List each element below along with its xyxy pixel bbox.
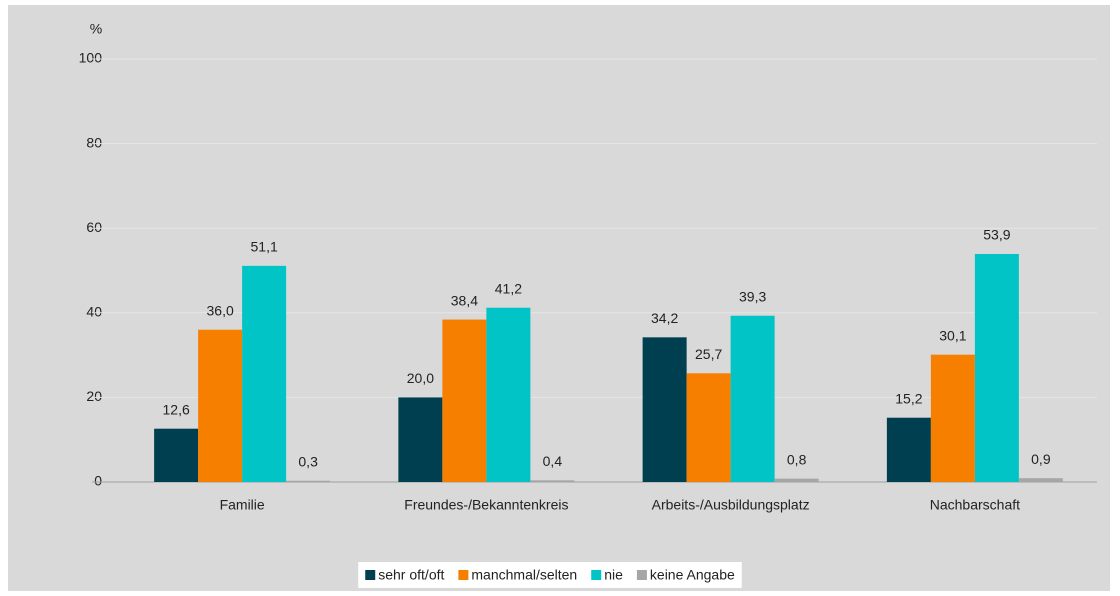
value-label: 0,9 [1031, 451, 1051, 467]
bar [974, 254, 1019, 482]
y-tick-label: 100 [79, 50, 103, 66]
bar [686, 373, 731, 482]
value-label: 25,7 [695, 346, 722, 362]
y-tick-label: 80 [86, 134, 102, 150]
legend-label: nie [604, 567, 623, 583]
bar [774, 478, 819, 482]
bar [486, 307, 531, 482]
value-label: 51,1 [251, 239, 278, 255]
x-tick-label: Nachbarschaft [930, 497, 1020, 513]
legend-label: manchmal/selten [471, 567, 577, 583]
value-label: 0,8 [787, 451, 807, 467]
value-label: 0,4 [543, 453, 563, 469]
bar [886, 417, 931, 482]
x-tick-label: Familie [220, 497, 265, 513]
bar [1018, 478, 1063, 482]
bar [730, 315, 775, 482]
bar [198, 329, 243, 482]
value-label: 39,3 [739, 288, 766, 304]
bar [154, 428, 199, 482]
value-label: 34,2 [651, 310, 678, 326]
legend-swatch [591, 570, 602, 580]
bar [642, 337, 687, 482]
legend-swatch [636, 570, 647, 580]
value-label: 0,3 [298, 453, 318, 469]
bar [530, 480, 575, 482]
y-axis-label: % [90, 21, 102, 37]
value-label: 20,0 [407, 370, 434, 386]
y-tick-label: 0 [94, 473, 102, 489]
legend-swatch [458, 570, 469, 580]
bar [930, 354, 975, 482]
legend: sehr oft/oft manchmal/selten nie keine Anga… [358, 562, 742, 588]
legend-label: keine Angabe [650, 567, 735, 583]
legend-label: sehr oft/oft [378, 567, 444, 583]
bar [242, 265, 287, 482]
value-label: 53,9 [983, 227, 1010, 243]
legend-box [358, 562, 742, 588]
value-label: 38,4 [451, 292, 478, 308]
chart-background [8, 5, 1110, 591]
bar [398, 397, 443, 482]
x-tick-label: Arbeits-/Ausbildungsplatz [652, 497, 810, 513]
bar [442, 319, 487, 482]
y-tick-label: 60 [86, 219, 102, 235]
y-tick-label: 40 [86, 304, 102, 320]
x-tick-label: Freundes-/Bekanntenkreis [404, 497, 568, 513]
value-label: 15,2 [895, 390, 922, 406]
bar [286, 480, 331, 482]
legend-swatch [365, 570, 376, 580]
y-tick-label: 20 [86, 388, 102, 404]
value-label: 12,6 [163, 401, 190, 417]
value-label: 30,1 [939, 327, 966, 343]
value-label: 41,2 [495, 280, 522, 296]
value-label: 36,0 [207, 302, 234, 318]
